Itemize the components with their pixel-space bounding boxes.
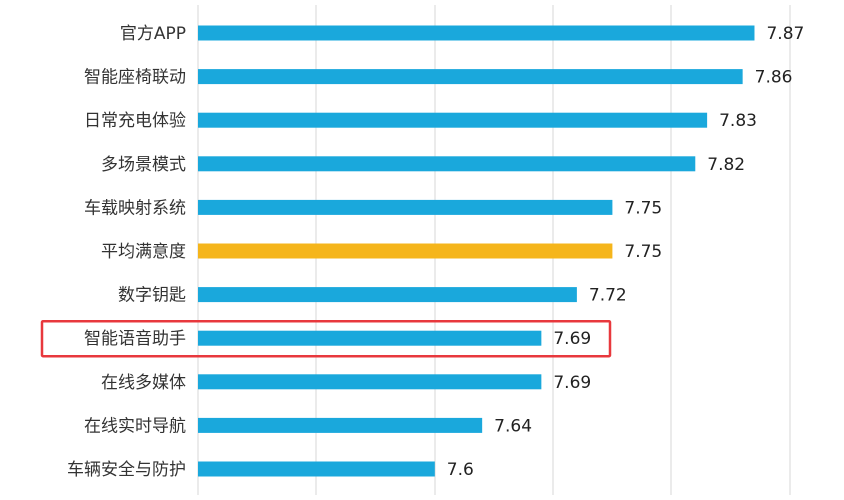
value-label-9: 7.64 bbox=[494, 416, 532, 436]
category-label-10: 车辆安全与防护 bbox=[67, 460, 186, 480]
bar-9 bbox=[198, 417, 483, 433]
value-label-6: 7.72 bbox=[589, 286, 627, 306]
value-label-1: 7.86 bbox=[755, 68, 793, 88]
value-label-10: 7.6 bbox=[447, 460, 474, 480]
bar-0 bbox=[198, 25, 755, 41]
bar-1 bbox=[198, 69, 743, 85]
value-label-2: 7.83 bbox=[719, 111, 757, 131]
value-label-7: 7.69 bbox=[553, 329, 591, 349]
category-label-2: 日常充电体验 bbox=[84, 111, 186, 131]
bar-4 bbox=[198, 199, 613, 215]
category-label-4: 车载映射系统 bbox=[84, 198, 186, 218]
category-label-3: 多场景模式 bbox=[101, 155, 186, 175]
bar-6 bbox=[198, 287, 577, 303]
bars bbox=[198, 25, 755, 477]
value-label-0: 7.87 bbox=[766, 24, 804, 44]
bar-2 bbox=[198, 112, 708, 128]
category-label-0: 官方APP bbox=[120, 24, 186, 44]
category-label-5: 平均满意度 bbox=[101, 242, 186, 262]
category-label-1: 智能座椅联动 bbox=[84, 68, 186, 88]
category-label-6: 数字钥匙 bbox=[118, 286, 186, 306]
bar-5 bbox=[198, 243, 613, 259]
bar-10 bbox=[198, 461, 435, 477]
highlight-box bbox=[40, 319, 612, 358]
bar-8 bbox=[198, 374, 542, 390]
category-label-9: 在线实时导航 bbox=[84, 416, 186, 436]
labels: 官方APP 7.87 智能座椅联动 7.86 日常充电体验 7.83 多场景模式 7.82 车载… bbox=[67, 24, 804, 480]
bar-3 bbox=[198, 156, 696, 172]
value-label-3: 7.82 bbox=[707, 155, 745, 175]
value-label-5: 7.75 bbox=[624, 242, 662, 262]
category-label-8: 在线多媒体 bbox=[101, 373, 186, 393]
bar-7 bbox=[198, 330, 542, 346]
highlight-box-layer bbox=[40, 319, 612, 358]
value-label-4: 7.75 bbox=[624, 198, 662, 218]
category-label-7: 智能语音助手 bbox=[84, 329, 186, 349]
value-label-8: 7.69 bbox=[553, 373, 591, 393]
